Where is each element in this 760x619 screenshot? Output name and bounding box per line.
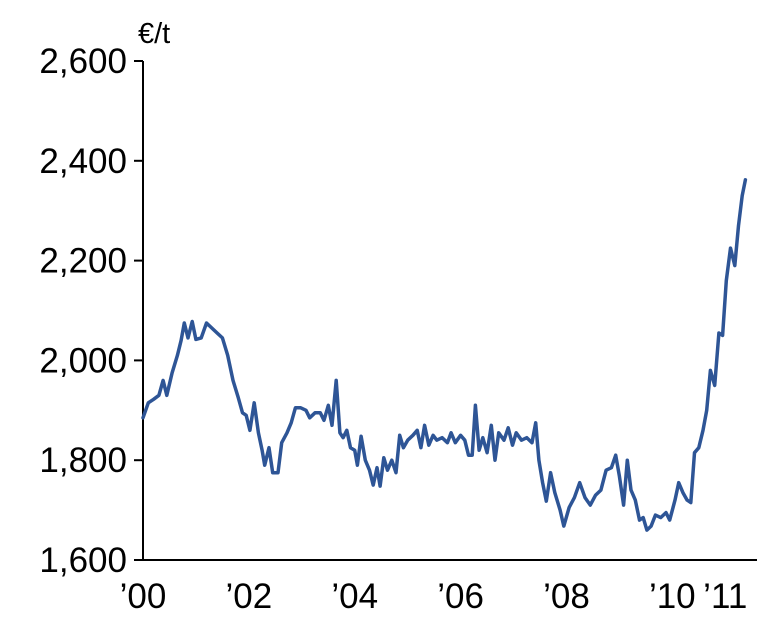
x-tick-label: ’04 xyxy=(331,577,378,616)
x-axis-ticks: ’00 ’02 ’04 ’06 ’08 ’10’11 xyxy=(120,577,748,616)
y-tick-label: 2,200 xyxy=(39,242,127,281)
x-tick-label: ’00 xyxy=(120,577,167,616)
x-tick-label: ’08 xyxy=(543,577,590,616)
series-line xyxy=(141,178,748,532)
y-tick-label: 1,800 xyxy=(39,441,127,480)
x-tick-label: ’11 xyxy=(703,577,747,616)
y-tick-label: 2,000 xyxy=(39,341,127,380)
y-tick-label: 2,600 xyxy=(39,42,127,81)
x-tick-label: ’06 xyxy=(437,577,484,616)
x-tick-label: ’10 xyxy=(649,577,696,616)
series-group xyxy=(141,178,748,532)
x-tick-label: ’02 xyxy=(226,577,273,616)
y-tick-label: 1,600 xyxy=(39,541,127,580)
y-axis-unit-label: €/t xyxy=(138,18,170,50)
y-tick-label: 2,400 xyxy=(39,142,127,181)
y-axis-ticks: 1,600 1,800 2,000 2,200 2,400 2,600 xyxy=(39,42,143,580)
